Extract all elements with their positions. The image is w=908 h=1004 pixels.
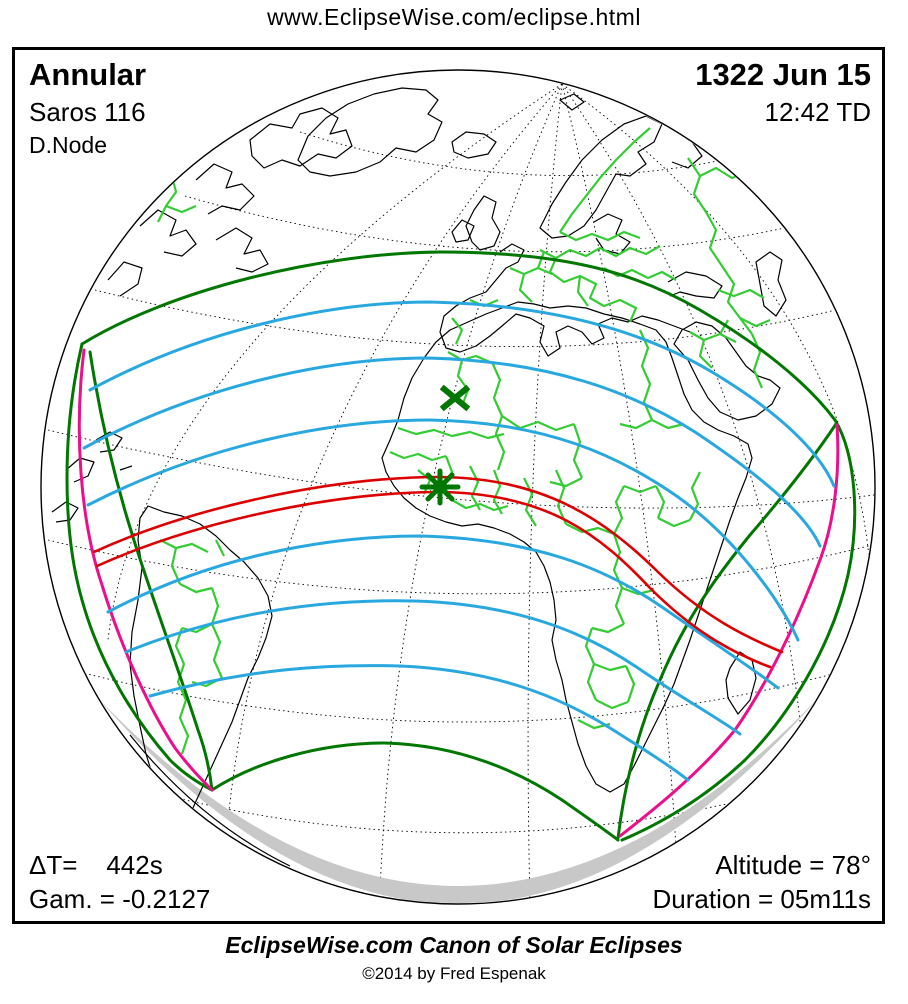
sunrise-curve <box>77 348 214 792</box>
magnitude-contours <box>82 300 836 782</box>
central-path-north <box>92 475 784 654</box>
duration-label: Duration = 05m11s <box>652 884 871 914</box>
greatest-eclipse-marker <box>419 468 461 506</box>
sunset-curve <box>618 423 840 838</box>
southern-limit <box>210 741 620 842</box>
limb-shading <box>96 696 820 903</box>
eclipse-info-top-right: 1322 Jun 15 12:42 TD <box>695 59 871 134</box>
eclipse-date-label: 1322 Jun 15 <box>695 57 871 92</box>
globe-outline <box>40 69 876 905</box>
northern-limit <box>80 250 837 422</box>
sub-solar-point-marker <box>439 384 471 412</box>
west-outer-limit <box>65 342 214 792</box>
map-frame: Annular Saros 116 D.Node 1322 Jun 15 12:… <box>12 47 885 924</box>
saros-label: Saros 116 <box>29 97 146 127</box>
coastlines <box>51 87 874 867</box>
west-inner-limit <box>88 350 214 792</box>
eclipse-info-top-left: Annular Saros 116 D.Node <box>29 59 146 157</box>
delta-t-label: ΔT= 442s <box>29 850 163 880</box>
altitude-label: Altitude = 78° <box>715 850 871 880</box>
eclipse-info-bottom-left: ΔT= 442s Gam. = -0.2127 <box>29 844 210 912</box>
central-path-limits <box>92 475 784 669</box>
sunrise-sunset-curves <box>77 348 840 838</box>
gamma-label: Gam. = -0.2127 <box>29 884 211 914</box>
east-outer-limit <box>620 418 857 842</box>
eclipse-info-bottom-right: Altitude = 78° Duration = 05m11s <box>653 844 871 912</box>
node-label: D.Node <box>29 132 107 158</box>
eclipse-type-label: Annular <box>29 57 147 92</box>
eclipse-globe-map <box>40 69 876 905</box>
footer-copyright: ©2014 by Fred Espenak <box>362 964 546 983</box>
header-url: www.EclipseWise.com/eclipse.html <box>267 4 641 30</box>
eclipse-time-label: 12:42 TD <box>764 97 871 127</box>
footer-title: EclipseWise.com Canon of Solar Eclipses <box>225 932 683 958</box>
central-path-south <box>95 490 772 669</box>
